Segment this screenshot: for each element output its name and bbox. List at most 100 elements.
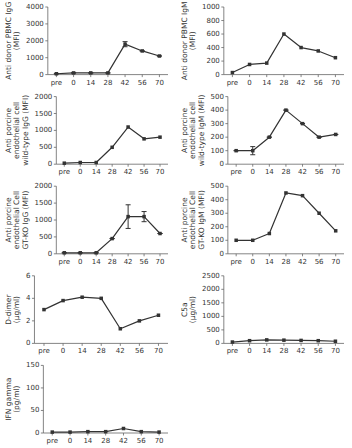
x-tick-label: 0 (71, 79, 75, 87)
x-tick-label: 14 (92, 168, 101, 176)
x-tick (142, 75, 143, 78)
x-tick (252, 254, 253, 256)
y-tick (225, 123, 228, 124)
point (301, 122, 305, 126)
x-tick (128, 254, 129, 256)
x-tick-label: 14 (265, 258, 274, 266)
x-tick-label: 70 (331, 79, 340, 87)
y-tick-label: 800 (206, 17, 219, 25)
y-tick-label: 200 (210, 223, 223, 231)
point (78, 251, 82, 255)
point (316, 49, 320, 53)
y-axis-line (223, 7, 224, 75)
x-tick-label: pre (51, 79, 62, 87)
x-tick-label: 42 (119, 437, 128, 445)
y-axis-label-line: (μg/ml) (188, 296, 197, 323)
x-tick-label: 42 (124, 168, 133, 176)
series-line (64, 127, 160, 163)
y-tick (54, 147, 57, 148)
point (231, 71, 235, 75)
y-axis-line (227, 97, 228, 165)
y-tick-label: 0 (48, 160, 52, 168)
y-axis-label-line: wild-type IgM (MFI) (197, 95, 206, 167)
x-tick-label: 56 (314, 347, 323, 355)
x-tick-label: pre (230, 168, 241, 176)
x-tick-label: 28 (103, 79, 112, 87)
y-tick (221, 343, 224, 344)
subplot: 0100200300400500pre01428425670Anti porci… (180, 93, 344, 177)
x-tick (335, 164, 336, 167)
x-tick-label: 0 (251, 258, 255, 266)
x-tick-label: 70 (154, 347, 163, 355)
point (138, 319, 142, 323)
x-tick (252, 164, 253, 167)
x-tick-label: pre (227, 79, 238, 87)
y-axis-label-line: GT-KO IgM (MFI) (197, 190, 206, 250)
y-tick-label: 0 (219, 160, 223, 168)
x-tick (160, 254, 161, 256)
y-axis-label: Anti donor PBMC IgG(MFI) (4, 2, 22, 80)
x-tick-label: 70 (331, 347, 340, 355)
point (110, 146, 114, 150)
point (268, 232, 272, 236)
x-tick-label: 14 (92, 258, 101, 266)
y-tick-label: 200 (210, 133, 223, 141)
x-tick-label: 28 (281, 168, 290, 176)
y-axis-label-line: (MFI) (12, 31, 21, 50)
y-tick-label: 300 (210, 209, 223, 217)
x-tick (101, 343, 102, 346)
point (301, 194, 305, 198)
y-tick (54, 220, 57, 221)
point (265, 338, 269, 342)
y-tick-label: 2500 (202, 272, 220, 280)
y-axis-line (227, 186, 228, 254)
y-axis-label-line: wild-type IgG (MFI) (21, 95, 30, 166)
y-tick (225, 137, 228, 138)
point (284, 191, 288, 195)
x-tick-label: 28 (108, 168, 117, 176)
x-tick-label: 42 (298, 258, 307, 266)
y-axis-label-line: GT-KO IgG (MFI) (21, 190, 30, 249)
error-bar-cap (123, 41, 128, 42)
point (123, 42, 127, 46)
x-tick-label: 42 (297, 347, 306, 355)
point (86, 430, 90, 434)
point (265, 61, 269, 65)
y-tick (221, 302, 224, 303)
x-tick-label: 0 (251, 168, 255, 176)
point (334, 56, 338, 60)
y-tick-label: 6 (26, 272, 31, 280)
error-bar-cap (142, 221, 147, 222)
data-layer (231, 338, 338, 344)
x-tick-label: 56 (140, 258, 149, 266)
x-tick (269, 164, 270, 167)
x-tick (82, 343, 83, 346)
y-tick (54, 164, 57, 165)
x-tick-label: 70 (155, 437, 164, 445)
error-bar (250, 147, 255, 155)
y-axis-label-line: (pg/ml) (12, 385, 21, 412)
x-tick-label: pre (230, 258, 241, 266)
point (99, 297, 103, 301)
x-tick-label: 28 (279, 79, 288, 87)
point (110, 237, 114, 241)
point (317, 135, 321, 139)
y-tick (221, 316, 224, 317)
point (157, 430, 161, 434)
x-tick-label: 70 (156, 258, 165, 266)
point (251, 149, 255, 153)
x-tick-label: 14 (86, 79, 95, 87)
x-tick-label: 56 (135, 347, 144, 355)
x-tick-label: 70 (155, 79, 164, 87)
point (142, 137, 146, 141)
x-tick (319, 164, 320, 167)
x-tick (63, 343, 64, 346)
y-tick-label: 2000 (202, 285, 220, 293)
x-tick (302, 164, 303, 167)
y-tick (221, 329, 224, 330)
y-tick (32, 298, 35, 299)
x-tick-label: 70 (331, 168, 340, 176)
x-tick-label: 0 (78, 258, 82, 266)
y-tick (54, 236, 57, 237)
y-tick-label: 500 (39, 143, 52, 151)
